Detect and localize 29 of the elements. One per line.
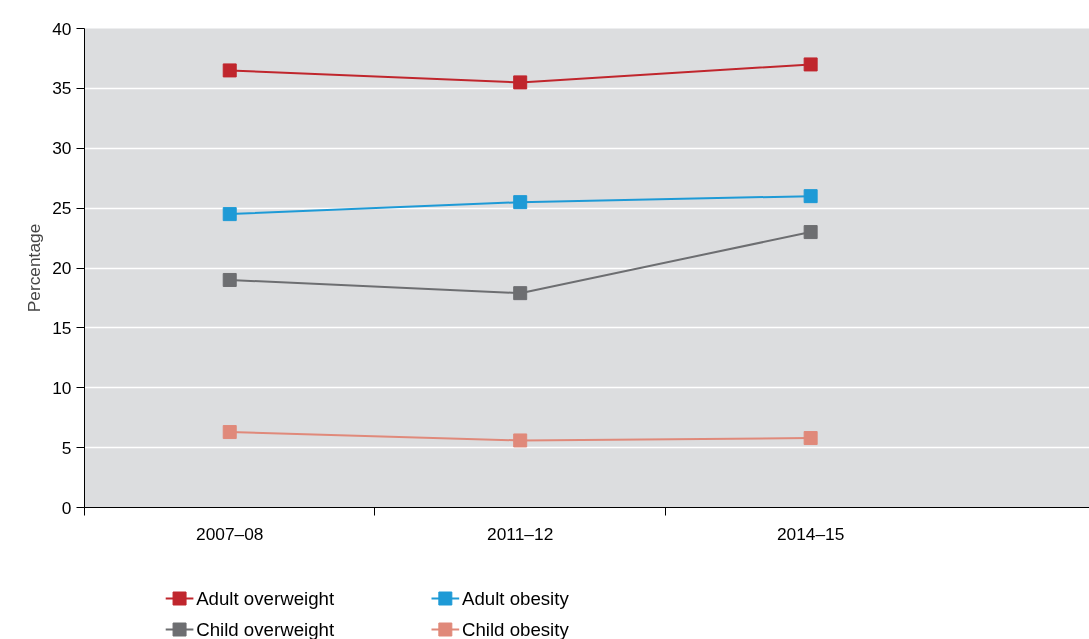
y-tick-label: 30 [52, 138, 72, 159]
legend-label: Child obesity [461, 619, 570, 639]
point [222, 272, 237, 287]
y-tick-label: 35 [52, 78, 72, 99]
y-tick-label: 0 [61, 497, 72, 518]
y-axis-title: Percentage [24, 223, 45, 313]
y-tick-label: 25 [52, 198, 72, 219]
x-tick-label: 2014–15 [776, 523, 845, 544]
point [222, 425, 237, 440]
legend-label: Child overweight [196, 619, 335, 639]
point [513, 286, 528, 301]
point [513, 433, 528, 448]
x-tick-label: 2007–08 [196, 523, 264, 544]
y-tick-label: 40 [52, 18, 72, 39]
point [803, 225, 818, 240]
y-tick-label: 5 [61, 437, 72, 458]
x-tick-label: 2011–12 [487, 523, 554, 544]
point [513, 195, 528, 210]
legend-label: Adult overweight [196, 588, 335, 609]
point [222, 207, 237, 222]
y-tick-label: 20 [52, 258, 72, 278]
point [803, 431, 818, 446]
point [513, 75, 528, 90]
legend-label: Adult obesity [461, 588, 570, 609]
point [222, 63, 237, 78]
point [803, 189, 818, 204]
y-tick-label: 10 [52, 377, 72, 398]
y-tick-label: 15 [52, 317, 72, 338]
point [803, 57, 818, 72]
